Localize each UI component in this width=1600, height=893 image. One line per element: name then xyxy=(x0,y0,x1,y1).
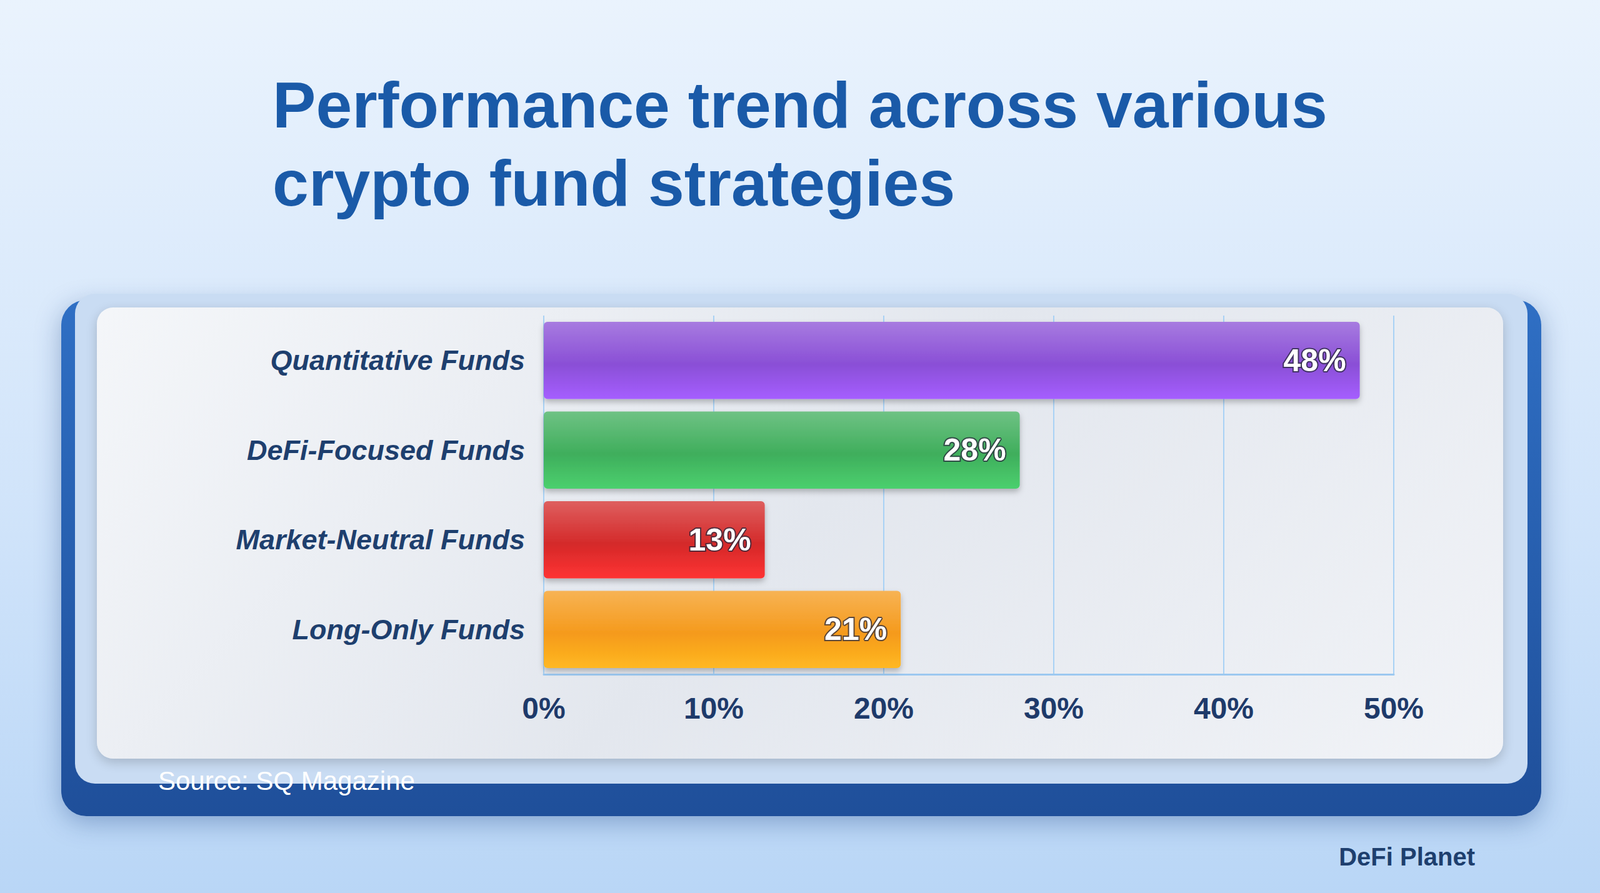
svg-text:0%: 0% xyxy=(521,691,565,725)
svg-text:50%: 50% xyxy=(1363,691,1424,725)
svg-text:10%: 10% xyxy=(683,691,744,725)
svg-text:48%: 48% xyxy=(1283,343,1347,379)
svg-text:DeFi Planet: DeFi Planet xyxy=(1338,843,1475,871)
svg-text:crypto fund strategies: crypto fund strategies xyxy=(272,146,955,220)
svg-text:20%: 20% xyxy=(853,691,914,725)
svg-text:Market-Neutral Funds: Market-Neutral Funds xyxy=(235,523,525,556)
svg-text:DeFi-Focused Funds: DeFi-Focused Funds xyxy=(246,434,525,467)
svg-text:Long-Only Funds: Long-Only Funds xyxy=(292,613,525,646)
svg-text:40%: 40% xyxy=(1193,691,1254,725)
svg-text:21%: 21% xyxy=(824,611,887,647)
svg-text:30%: 30% xyxy=(1023,691,1084,725)
svg-text:Quantitative Funds: Quantitative Funds xyxy=(270,344,525,377)
svg-text:28%: 28% xyxy=(943,432,1007,468)
svg-text:Performance trend across vario: Performance trend across various xyxy=(272,68,1328,142)
svg-text:13%: 13% xyxy=(688,522,752,558)
svg-text:Source: SQ Magazine: Source: SQ Magazine xyxy=(158,766,415,796)
